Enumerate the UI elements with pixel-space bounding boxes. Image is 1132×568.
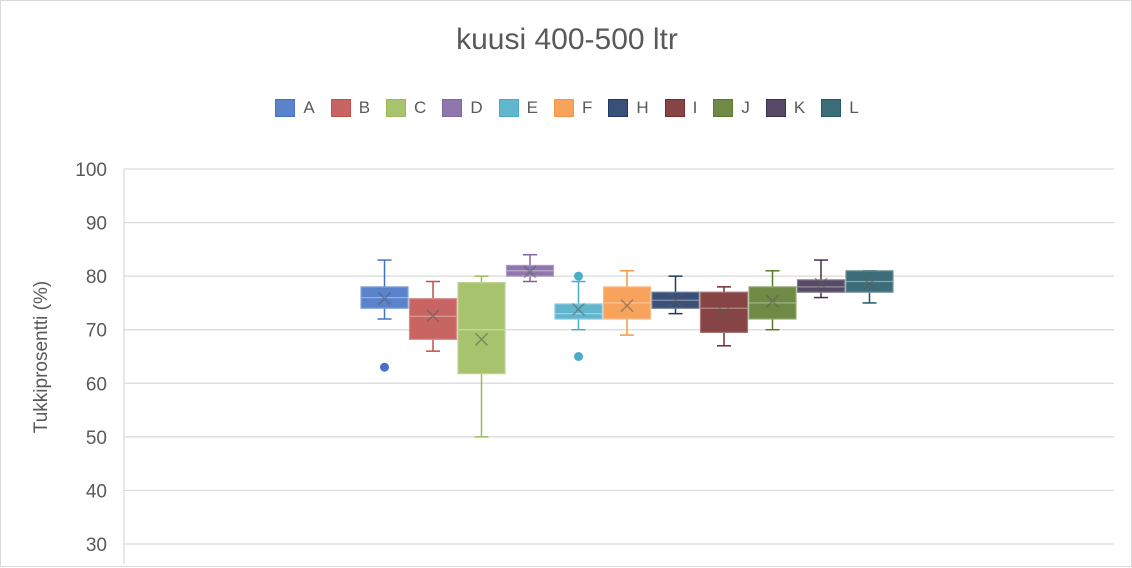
legend-label-e: E [526,98,538,117]
box-e-outlier-1 [574,352,583,361]
box-h-mean-marker [668,293,683,307]
legend-item-j: J [713,98,750,118]
legend-swatch-h [608,99,629,117]
legend-label-j: J [741,98,750,117]
legend-swatch-l [821,99,842,117]
box-a-outlier-0 [380,362,389,372]
legend-item-b: B [330,98,371,118]
legend-item-i: I [664,98,698,118]
box-k [796,279,846,293]
legend-item-c: C [386,98,426,118]
box-b [408,298,458,340]
legend-item-a: A [275,98,315,118]
legend-item-e: E [498,98,538,118]
legend-swatch-c [386,99,407,117]
box-c-mean-marker [474,332,489,346]
y-tick-label-30: 30 [86,535,107,556]
y-tick-label-80: 80 [86,267,107,288]
box-b-mean-marker [426,309,440,323]
box-e-mean-marker [571,302,586,316]
legend-swatch-k [765,99,786,117]
legend-item-h: H [608,98,649,118]
legend-label-f: F [581,98,593,117]
legend-label-l: L [849,98,859,117]
y-tick-label-40: 40 [86,481,107,502]
legend-label-d: D [470,98,483,117]
legend-swatch-f [553,99,574,117]
box-a-mean-marker [377,292,392,306]
box-e [554,303,603,320]
legend-swatch-i [664,99,685,117]
box-j-mean-marker [765,294,780,308]
box-c [457,281,506,375]
box-l-mean-marker [862,277,877,291]
y-tick-label-60: 60 [86,374,107,395]
y-axis-title: Tukkiprosentti (%) [31,281,52,433]
legend-swatch-j [713,99,734,117]
legend-swatch-a [275,99,296,117]
box-f-mean-marker [620,299,634,313]
legend-label-i: I [692,98,698,117]
legend-item-l: L [821,98,859,118]
legend-label-c: C [414,98,427,117]
legend-swatch-b [330,99,351,117]
legend-swatch-d [442,99,463,117]
y-tick-label-90: 90 [86,214,107,235]
legend-item-k: K [765,98,806,118]
legend-label-a: A [303,98,315,117]
legend-item-d: D [442,98,483,118]
y-tick-label-100: 100 [75,160,107,181]
legend-item-f: F [553,98,593,118]
chart-title: kuusi 400-500 ltr [456,23,678,56]
legend-swatch-e [498,99,519,117]
box-i-mean-marker [717,306,731,320]
legend-label-h: H [636,98,649,117]
y-tick-label-50: 50 [86,428,107,449]
y-tick-label-70: 70 [86,321,107,342]
box-e-outlier-0 [574,271,583,281]
legend-label-k: K [793,98,806,117]
box-d-mean-marker [523,265,537,279]
legend-label-b: B [358,98,371,117]
box-k-mean-marker [814,277,828,291]
